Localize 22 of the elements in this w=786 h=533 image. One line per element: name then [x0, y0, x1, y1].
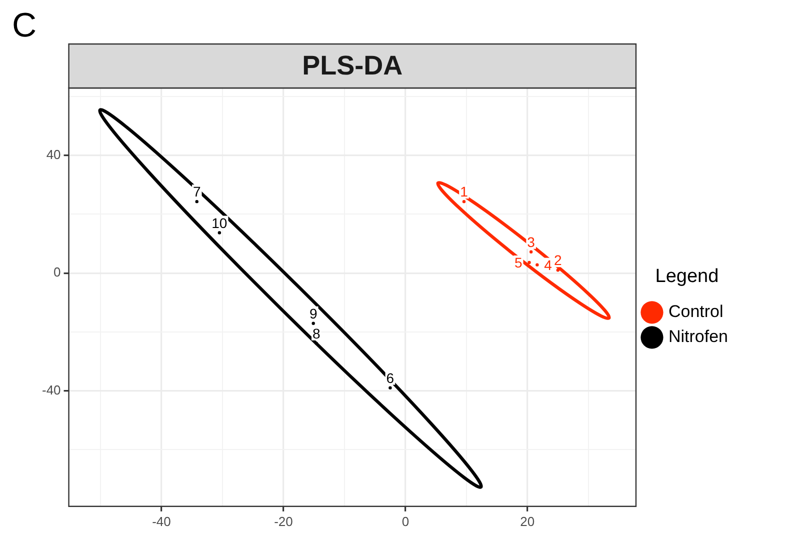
- chart-title: PLS-DA: [302, 50, 403, 80]
- annotation: 5: [514, 254, 522, 270]
- y-tick-label: -40: [42, 382, 61, 398]
- legend-label: Nitrofen: [668, 327, 728, 346]
- annotation: 4: [544, 256, 552, 273]
- y-tick-label: 40: [46, 146, 61, 162]
- legend-title: Legend: [655, 266, 719, 287]
- annotation: 2: [554, 252, 562, 268]
- x-tick-label: -20: [274, 514, 293, 529]
- annotation: 9: [309, 305, 318, 322]
- text: C: [12, 6, 37, 44]
- legend-label: Control: [668, 302, 724, 322]
- annotation: 3: [527, 234, 536, 250]
- annotation: 10: [212, 214, 228, 231]
- annotation: 6: [386, 370, 394, 386]
- x-tick-label: -40: [152, 514, 171, 529]
- annotation: 1: [460, 184, 468, 200]
- x-tick-label: 20: [520, 514, 535, 529]
- annotation: 8: [312, 325, 320, 342]
- annotation: 7: [192, 184, 201, 200]
- x-tick-label: 0: [402, 514, 410, 529]
- y-tick-label: 0: [54, 264, 61, 280]
